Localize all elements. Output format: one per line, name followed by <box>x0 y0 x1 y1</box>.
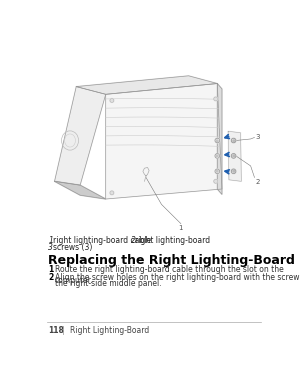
Circle shape <box>231 169 236 173</box>
Polygon shape <box>217 83 222 194</box>
Text: 1: 1 <box>48 265 54 274</box>
Circle shape <box>110 191 114 195</box>
Text: Right Lighting-Board: Right Lighting-Board <box>70 326 149 335</box>
Polygon shape <box>106 83 222 199</box>
Text: screws (3): screws (3) <box>53 243 92 252</box>
Polygon shape <box>228 131 241 181</box>
Text: 1: 1 <box>178 225 183 231</box>
Circle shape <box>231 154 236 158</box>
Circle shape <box>215 169 220 173</box>
Text: right lighting-board: right lighting-board <box>135 236 210 245</box>
Circle shape <box>215 138 220 143</box>
Circle shape <box>215 154 220 158</box>
Text: 2: 2 <box>48 273 54 282</box>
Text: 2: 2 <box>130 236 135 245</box>
Polygon shape <box>55 181 106 199</box>
Circle shape <box>110 99 114 102</box>
Circle shape <box>231 138 236 143</box>
Text: Align the screw holes on the right lighting-board with the screw holes on: Align the screw holes on the right light… <box>55 273 300 282</box>
Circle shape <box>214 97 218 101</box>
Text: 118: 118 <box>48 326 64 335</box>
Text: right lighting-board cable: right lighting-board cable <box>53 236 151 245</box>
Polygon shape <box>55 87 106 185</box>
Text: the right-side middle panel.: the right-side middle panel. <box>55 279 161 288</box>
Text: 2: 2 <box>255 179 260 185</box>
Text: 3: 3 <box>48 243 53 252</box>
Polygon shape <box>76 76 217 94</box>
Text: 1: 1 <box>48 236 53 245</box>
Text: 3: 3 <box>255 134 260 140</box>
Text: Replacing the Right Lighting-Board: Replacing the Right Lighting-Board <box>48 255 295 267</box>
Text: Route the right lighting-board cable through the slot on the computer.: Route the right lighting-board cable thr… <box>55 265 283 285</box>
Text: |: | <box>62 326 65 335</box>
Circle shape <box>214 179 218 183</box>
